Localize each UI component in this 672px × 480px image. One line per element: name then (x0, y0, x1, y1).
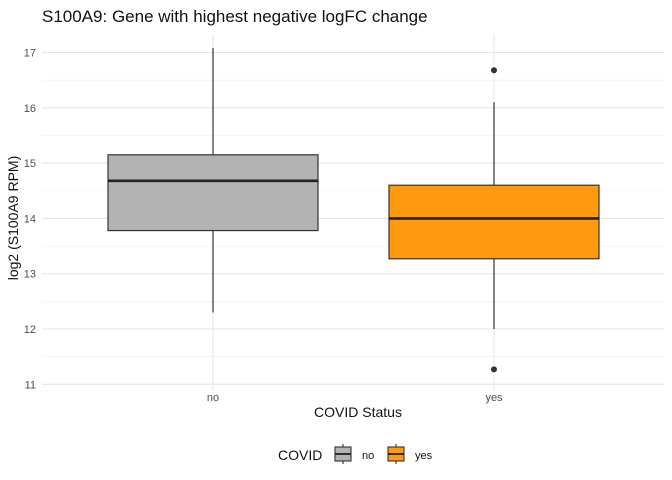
y-tick-label: 14 (24, 213, 36, 225)
box-no (107, 48, 319, 313)
iqr-box (388, 184, 600, 260)
x-axis-title: COVID Status (314, 404, 402, 420)
legend-key-yes (387, 444, 405, 464)
y-axis-title: log2 (S100A9 RPM) (5, 156, 21, 281)
y-tick-label: 13 (24, 269, 36, 281)
iqr-box (107, 154, 319, 232)
x-tick-labels: no yes (207, 392, 503, 404)
box-yes (388, 67, 600, 373)
y-tick-labels: 11 12 13 14 15 16 17 (24, 48, 36, 392)
outlier-point (491, 366, 497, 373)
y-tick-label: 15 (24, 158, 36, 170)
legend-label: yes (415, 450, 433, 462)
y-tick-label: 17 (24, 48, 36, 60)
chart-title: S100A9: Gene with highest negative logFC… (42, 7, 428, 26)
legend: COVID no yes (278, 444, 433, 464)
legend-title: COVID (278, 447, 322, 463)
y-tick-label: 11 (25, 379, 36, 391)
boxes (107, 48, 600, 373)
legend-key-no (334, 444, 352, 464)
outlier-point (491, 67, 497, 74)
x-tick-label: no (207, 392, 219, 404)
x-tick-label: yes (485, 392, 503, 404)
y-tick-label: 12 (24, 324, 36, 336)
y-tick-label: 16 (24, 103, 36, 115)
legend-label: no (362, 450, 374, 462)
